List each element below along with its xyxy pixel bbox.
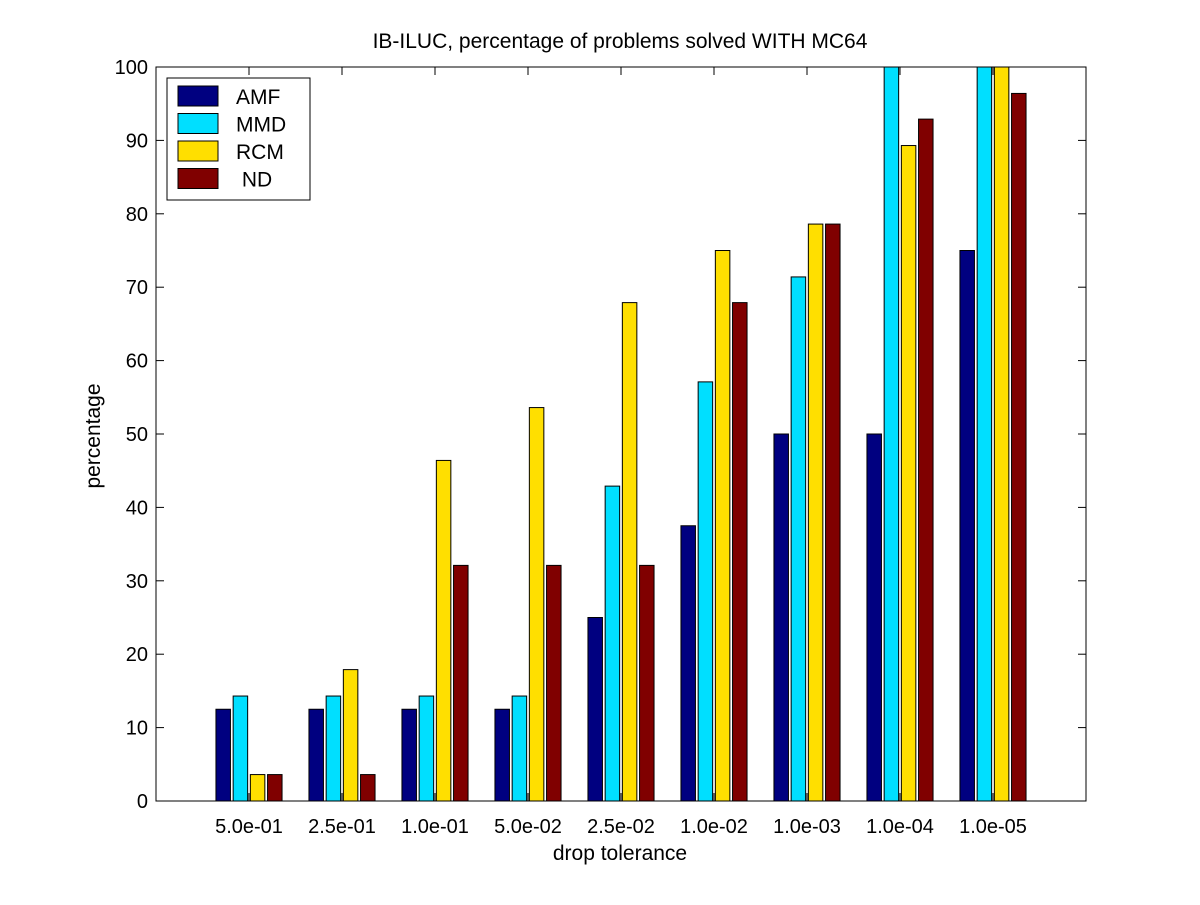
legend-label: MMD xyxy=(236,114,286,137)
bar-amf xyxy=(866,433,882,802)
y-tick-label: 10 xyxy=(126,718,148,740)
bar-rcm xyxy=(621,302,638,802)
x-tick-label: 1.0e-05 xyxy=(959,816,1027,838)
x-tick-label: 5.0e-01 xyxy=(215,816,283,838)
bar-nd xyxy=(360,774,376,802)
bar-mmd xyxy=(604,485,621,802)
x-tick-label: 1.0e-03 xyxy=(773,816,841,838)
bar-rcm xyxy=(807,223,824,802)
bar-rcm xyxy=(528,407,545,802)
y-tick-label: 50 xyxy=(126,424,148,446)
bar-rcm xyxy=(249,774,266,802)
bar-rcm xyxy=(435,459,452,802)
bar-amf xyxy=(587,617,603,802)
y-axis-label: percentage xyxy=(82,383,105,488)
plot-area: 0 10 20 30 40 50 60 70 80 90 100 5.0e-01 2.5e-01 1.0e… xyxy=(115,57,1087,838)
y-tick-label: 40 xyxy=(126,497,148,519)
bar-amf xyxy=(959,250,975,802)
bar-mmd xyxy=(418,695,435,802)
legend-label: ND xyxy=(236,169,272,192)
legend-swatch xyxy=(177,85,219,107)
x-tick-label: 1.0e-02 xyxy=(680,816,748,838)
bar-rcm xyxy=(900,145,917,802)
bar-mmd xyxy=(976,66,993,802)
bar-amf xyxy=(494,708,510,802)
legend-label: RCM xyxy=(236,141,284,164)
bar-amf xyxy=(215,708,231,802)
bar-nd xyxy=(639,564,655,802)
bar-amf xyxy=(773,433,789,802)
bar-rcm xyxy=(993,66,1010,802)
legend-swatch xyxy=(177,140,219,162)
bar-amf xyxy=(308,708,324,802)
y-tick-label: 0 xyxy=(137,791,148,813)
y-tick-label: 70 xyxy=(126,277,148,299)
bar-nd xyxy=(546,564,562,802)
bar-nd xyxy=(825,223,841,802)
y-tick-label: 80 xyxy=(126,204,148,226)
bar-mmd xyxy=(883,66,900,802)
bar-nd xyxy=(453,564,469,802)
x-axis-label: drop tolerance xyxy=(553,842,687,865)
bar-mmd xyxy=(511,695,528,802)
bar-mmd xyxy=(790,276,807,802)
bar-rcm xyxy=(714,250,731,802)
x-tick-label: 1.0e-01 xyxy=(401,816,469,838)
bar-nd xyxy=(732,302,748,802)
y-tick-label: 90 xyxy=(126,130,148,152)
bar-mmd xyxy=(232,695,249,802)
bar-mmd xyxy=(697,381,714,802)
bar-nd xyxy=(918,118,934,802)
y-tick-label: 20 xyxy=(126,644,148,666)
bar-nd xyxy=(267,774,283,802)
legend-swatch xyxy=(177,113,219,134)
legend-swatch xyxy=(177,168,219,189)
chart-title: IB-ILUC, percentage of problems solved W… xyxy=(373,30,868,53)
bar-amf xyxy=(680,525,696,802)
legend-label: AMF xyxy=(236,86,280,109)
x-tick-label: 2.5e-01 xyxy=(308,816,376,838)
bar-mmd xyxy=(325,695,342,802)
x-tick-label: 1.0e-04 xyxy=(866,816,934,838)
x-tick-label: 5.0e-02 xyxy=(494,816,562,838)
y-tick-label: 100 xyxy=(115,57,148,79)
y-tick-label: 30 xyxy=(126,571,148,593)
x-tick-label: 2.5e-02 xyxy=(587,816,655,838)
bar-amf xyxy=(401,708,417,802)
bar-nd xyxy=(1011,92,1027,802)
y-tick-label: 60 xyxy=(126,351,148,373)
bar-rcm xyxy=(342,669,359,802)
